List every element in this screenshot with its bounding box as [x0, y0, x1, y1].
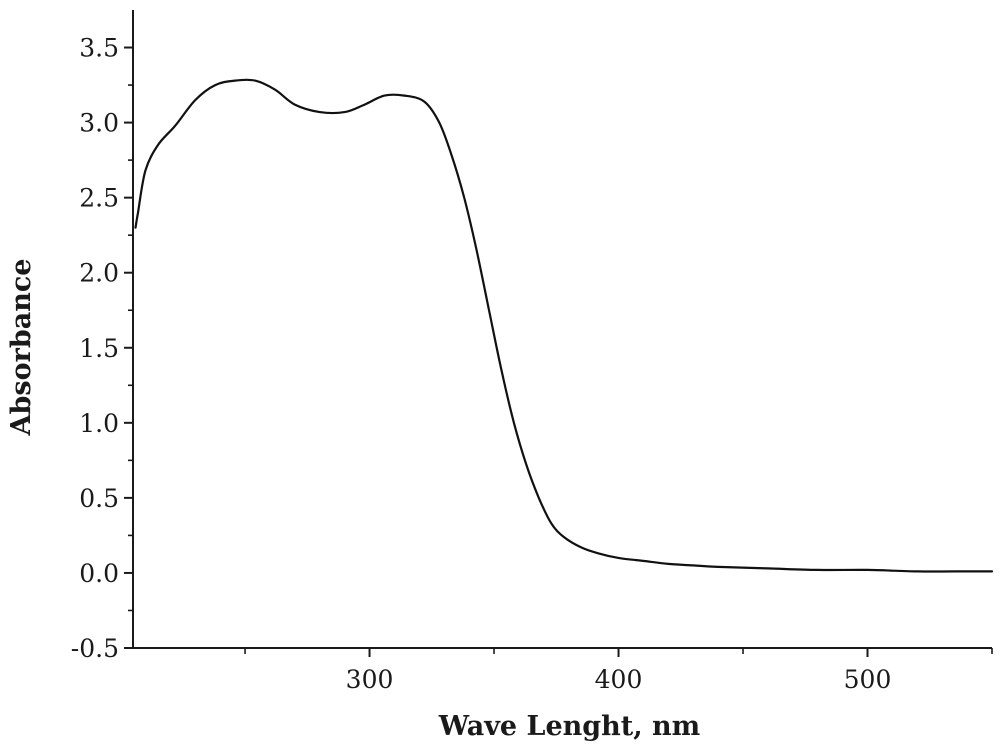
y-tick-label: 1.0 — [79, 409, 119, 438]
y-tick-label: 3.5 — [79, 34, 119, 63]
y-tick-label: 0.0 — [79, 559, 119, 588]
x-ticks: 300 400 500 — [244, 648, 993, 694]
y-tick-label: 0.5 — [79, 484, 119, 513]
x-tick-label: 300 — [346, 665, 394, 694]
y-tick-label: 2.5 — [79, 184, 119, 213]
absorbance-series-line — [134, 78, 994, 573]
x-tick-label: 400 — [595, 665, 643, 694]
x-axis-title: Wave Lenght, nm — [438, 711, 701, 742]
y-ticks: -0.5 0.0 0.5 1.0 1.5 2.0 2.5 3.0 3.5 — [71, 34, 133, 663]
y-tick-label: -0.5 — [71, 634, 119, 663]
y-axis-title: Absorbance — [6, 259, 37, 437]
y-tick-label: 1.5 — [79, 334, 119, 363]
y-tick-label: 2.0 — [79, 259, 119, 288]
y-tick-label: 3.0 — [79, 109, 119, 138]
x-tick-label: 500 — [844, 665, 892, 694]
